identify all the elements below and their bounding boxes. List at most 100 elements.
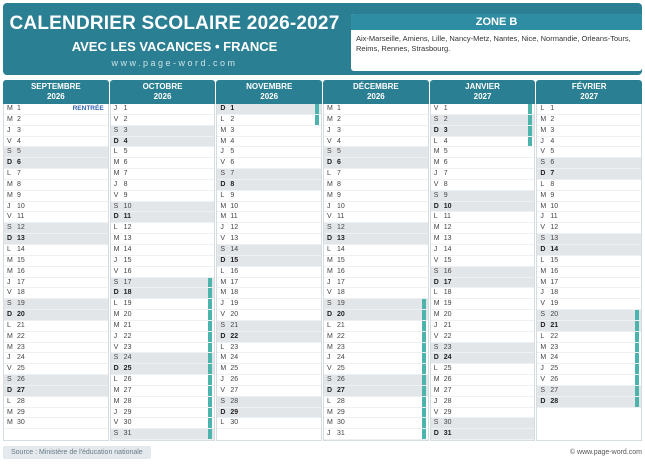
weekday-letter: V: [220, 235, 226, 243]
day-row: [4, 429, 108, 440]
day-number: 6: [123, 159, 128, 167]
weekday-letter: M: [540, 354, 547, 362]
day-number: 19: [17, 300, 25, 308]
day-row: L 16: [217, 267, 322, 278]
day-number: 9: [123, 191, 128, 199]
day-row: S 31: [110, 429, 215, 441]
day-row: L 19: [110, 299, 215, 311]
credit-link[interactable]: © www.page-word.com: [569, 449, 642, 456]
weekday-letter: V: [433, 105, 439, 112]
day-row: M 30: [324, 418, 428, 430]
day-number: 15: [123, 256, 132, 264]
weekday-letter: D: [433, 202, 439, 210]
weekday-letter: M: [327, 180, 333, 188]
weekday-letter: D: [7, 235, 13, 243]
day-number: 3: [17, 126, 21, 134]
day-number: 7: [17, 170, 21, 178]
weekday-letter: D: [7, 159, 13, 167]
day-number: 5: [550, 148, 555, 156]
vacation-bar: [635, 320, 640, 331]
header-banner: CALENDRIER SCOLAIRE 2026-2027 AVEC LES V…: [3, 3, 642, 75]
day-row: J 10: [4, 202, 108, 213]
day-row: S 20: [537, 310, 642, 321]
zone-title: ZONE B: [351, 14, 642, 30]
month-year: 2027: [473, 92, 492, 101]
weekday-letter: J: [220, 376, 224, 384]
day-row: M 18: [217, 288, 322, 300]
weekday-letter: V: [433, 408, 439, 416]
weekday-letter: M: [540, 278, 547, 286]
day-row: [537, 418, 641, 429]
day-number: 26: [443, 376, 452, 384]
day-row: V 13: [217, 234, 322, 245]
weekday-letter: J: [113, 408, 118, 416]
weekday-letter: S: [433, 343, 439, 351]
day-number: 25: [550, 365, 559, 373]
day-number: 22: [337, 332, 345, 340]
weekday-letter: V: [113, 191, 119, 199]
day-number: 25: [123, 365, 132, 373]
day-number: 31: [443, 430, 452, 438]
day-number: 21: [550, 321, 559, 329]
day-number: 12: [550, 224, 559, 232]
month-header: SEPTEMBRE 2026: [3, 80, 109, 104]
weekday-letter: S: [433, 419, 439, 427]
weekday-letter: J: [113, 105, 118, 112]
day-row: J 24: [324, 353, 428, 365]
day-number: 1: [550, 105, 555, 112]
day-number: 11: [550, 213, 558, 221]
day-row: D 17: [430, 277, 535, 289]
day-row: M 11: [217, 212, 322, 224]
vacation-bar: [528, 136, 533, 147]
weekday-letter: V: [220, 159, 226, 167]
day-row: M 23: [324, 342, 428, 354]
month-year: 2026: [260, 92, 279, 101]
weekday-letter: V: [540, 224, 546, 232]
day-number: 26: [550, 376, 559, 384]
weekday-letter: D: [113, 213, 119, 221]
weekday-letter: D: [113, 365, 119, 373]
day-row: M 17: [217, 278, 322, 289]
day-number: 13: [550, 235, 559, 243]
source-note: Source : Ministère de l'éducation nation…: [3, 446, 151, 459]
day-number: 27: [443, 386, 452, 394]
day-number: 15: [443, 256, 452, 264]
day-number: 20: [17, 311, 25, 319]
vacation-bar: [635, 364, 640, 375]
website-link[interactable]: www.page-word.com: [111, 58, 238, 68]
month-name: FÉVRIER: [571, 82, 607, 91]
day-row: J 11: [537, 212, 642, 224]
day-row: L 26: [110, 375, 215, 386]
day-number: 6: [443, 159, 448, 167]
day-number: 16: [230, 267, 239, 275]
weekday-letter: J: [540, 137, 544, 145]
weekday-letter: D: [220, 408, 226, 416]
weekday-letter: D: [327, 235, 333, 243]
weekday-letter: D: [327, 159, 333, 167]
day-row: J 10: [324, 202, 428, 213]
day-row: [537, 429, 641, 440]
vacation-bar: [315, 114, 320, 125]
day-number: 8: [550, 180, 555, 188]
day-number: 2: [17, 115, 21, 123]
day-row: S 12: [324, 223, 428, 235]
weekday-letter: V: [220, 311, 226, 319]
vacation-bar: [528, 114, 533, 125]
vacation-bar: [315, 104, 320, 114]
day-row: M 15: [324, 256, 428, 267]
weekday-letter: M: [7, 115, 13, 123]
vacation-bar: [208, 277, 213, 288]
day-row: D 27: [324, 385, 428, 397]
